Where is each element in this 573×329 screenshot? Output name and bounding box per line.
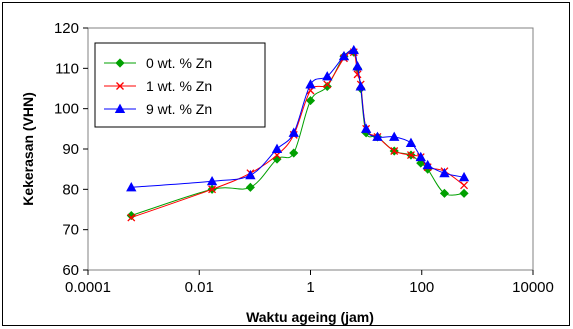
series-layer <box>126 44 470 222</box>
data-point <box>407 151 415 160</box>
data-point <box>422 159 433 170</box>
data-point <box>245 169 256 180</box>
legend-entry: 0 wt. % Zn <box>104 55 212 71</box>
data-point <box>338 50 350 61</box>
data-point <box>458 171 470 182</box>
data-point <box>126 181 137 192</box>
outer-border <box>2 2 570 326</box>
y-tick-label: 80 <box>62 181 79 198</box>
data-point <box>206 175 218 186</box>
data-point <box>459 188 469 198</box>
data-point <box>352 60 363 71</box>
data-point <box>305 96 316 106</box>
x-axis-title: Waktu ageing (jam) <box>246 309 374 325</box>
data-point <box>288 127 299 137</box>
data-point <box>245 182 255 192</box>
data-point <box>322 71 333 81</box>
data-point <box>348 44 359 55</box>
data-point <box>390 147 399 155</box>
legend-marker <box>114 103 126 113</box>
legend: 0 wt. % Zn 1 wt. % Zn 9 wt. % Zn <box>94 42 266 128</box>
legend-label: 1 wt. % Zn <box>146 78 212 94</box>
y-tick-label: 110 <box>55 60 79 77</box>
data-point <box>127 213 136 222</box>
y-tick-label: 120 <box>54 20 79 37</box>
data-point <box>305 79 316 89</box>
x-tick-label: 10000 <box>512 279 554 296</box>
y-tick-label: 90 <box>62 141 79 158</box>
data-point <box>460 181 469 190</box>
data-point <box>353 70 362 79</box>
x-tick-label: 100 <box>409 279 434 296</box>
x-tick-label: 0.0001 <box>65 279 111 296</box>
y-axis: 60 70 80 90 100 110 120 <box>54 20 88 279</box>
y-tick-label: 70 <box>62 222 79 239</box>
y-axis-title: Kekerasan (VHN) <box>20 92 36 206</box>
data-point <box>439 167 450 178</box>
legend-marker <box>116 82 124 90</box>
x-tick-label: 1 <box>306 279 314 296</box>
series-3 <box>126 44 470 192</box>
data-point <box>360 123 372 133</box>
data-point <box>322 81 332 92</box>
data-point <box>439 188 450 198</box>
y-tick-label: 100 <box>54 101 79 118</box>
x-tick-label: 0.01 <box>185 279 214 296</box>
x-axis: 0.0001 0.01 1 100 10000 <box>65 270 554 296</box>
data-point <box>372 131 383 141</box>
data-point <box>405 137 417 147</box>
data-point <box>415 151 426 162</box>
legend-entry: 9 wt. % Zn <box>104 101 212 117</box>
data-point <box>389 131 400 141</box>
legend-entry: 1 wt. % Zn <box>104 78 212 94</box>
data-point <box>289 148 299 158</box>
data-point <box>323 80 332 89</box>
data-point <box>208 185 217 194</box>
legend-marker <box>115 58 125 68</box>
legend-label: 9 wt. % Zn <box>146 101 212 117</box>
legend-label: 0 wt. % Zn <box>146 55 212 71</box>
data-point <box>355 81 366 91</box>
y-tick-label: 60 <box>62 262 79 279</box>
data-point <box>271 143 283 154</box>
